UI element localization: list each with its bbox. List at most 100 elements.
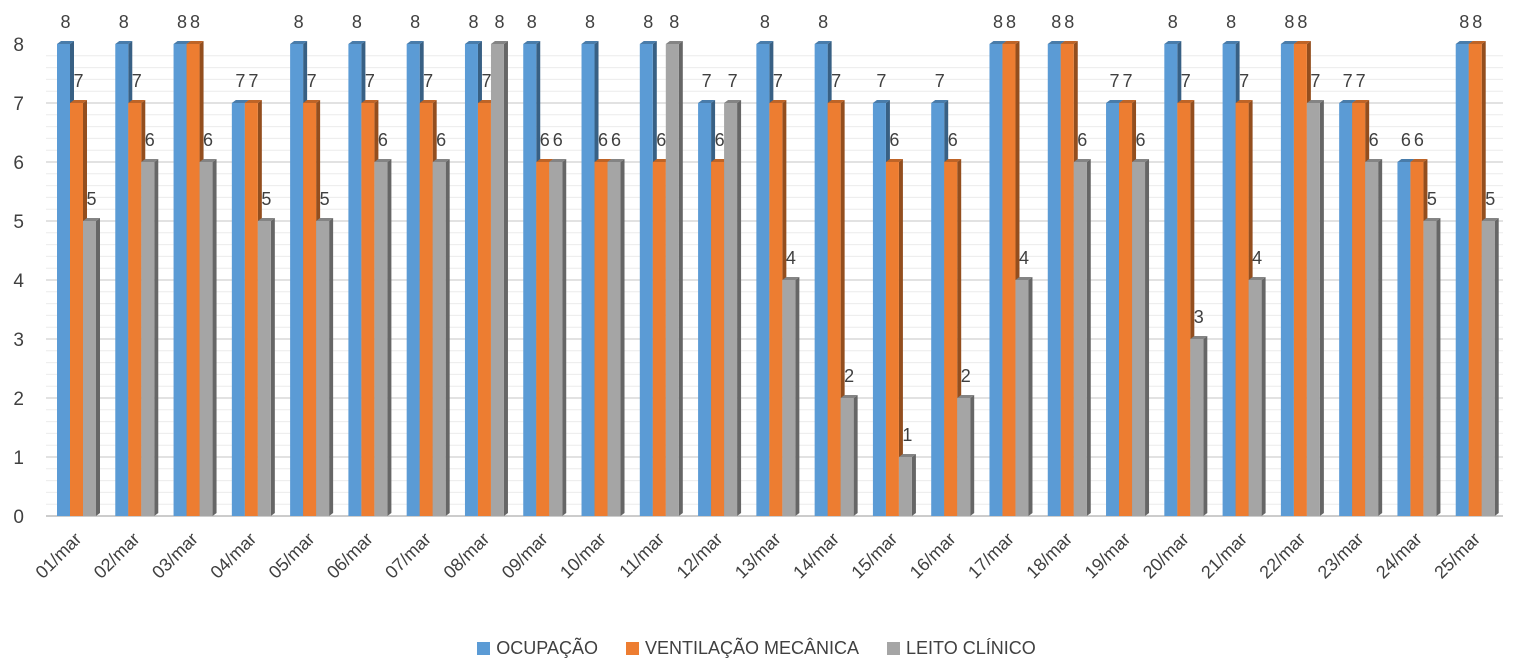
bar-side bbox=[1494, 218, 1499, 516]
data-label: 6 bbox=[203, 130, 213, 150]
data-label: 6 bbox=[1414, 130, 1424, 150]
bar-ventilacao bbox=[303, 103, 317, 516]
bar-ventilacao bbox=[944, 162, 958, 516]
bar-leito bbox=[898, 457, 912, 516]
bar-ventilacao bbox=[1002, 44, 1016, 516]
bar-ocupacao bbox=[1455, 44, 1469, 516]
y-tick-label: 4 bbox=[13, 271, 24, 292]
data-label: 8 bbox=[1064, 12, 1074, 32]
bar-top bbox=[814, 41, 832, 44]
bar-top bbox=[244, 100, 262, 103]
bar-top bbox=[1177, 100, 1195, 103]
bar-ventilacao bbox=[1293, 44, 1307, 516]
data-label: 5 bbox=[261, 189, 271, 209]
bar-leito bbox=[1073, 162, 1087, 516]
bar-ocupacao bbox=[1280, 44, 1294, 516]
bar-ventilacao bbox=[70, 103, 83, 516]
data-label: 7 bbox=[132, 71, 142, 91]
data-label: 6 bbox=[145, 130, 155, 150]
bar-ocupacao bbox=[1222, 44, 1236, 516]
data-label: 5 bbox=[320, 189, 330, 209]
data-label: 6 bbox=[889, 130, 899, 150]
bar-ocupacao bbox=[756, 44, 770, 516]
bar-top bbox=[1132, 159, 1150, 162]
bar-ventilacao bbox=[1410, 162, 1424, 516]
bar-top bbox=[464, 41, 482, 44]
bar-leito bbox=[490, 44, 504, 516]
bar-side bbox=[853, 395, 858, 516]
bar-top bbox=[957, 395, 975, 398]
data-label: 7 bbox=[481, 71, 491, 91]
y-tick-label: 5 bbox=[13, 212, 24, 233]
bar-side bbox=[96, 218, 100, 516]
x-tick-label: 20/mar bbox=[1139, 529, 1193, 583]
bar-side bbox=[562, 159, 567, 516]
bar-leito bbox=[782, 280, 796, 516]
bar-top bbox=[898, 454, 916, 457]
data-label: 8 bbox=[1168, 12, 1178, 32]
bar-top bbox=[490, 41, 508, 44]
x-tick-label: 21/mar bbox=[1197, 529, 1251, 583]
bar-top bbox=[316, 218, 334, 221]
data-label: 6 bbox=[540, 130, 550, 150]
data-label: 8 bbox=[190, 12, 200, 32]
x-tick-label: 07/mar bbox=[381, 529, 435, 583]
bar-side bbox=[1203, 336, 1208, 516]
data-label: 7 bbox=[1356, 71, 1366, 91]
bar-ventilacao bbox=[536, 162, 550, 516]
x-tick-label: 06/mar bbox=[323, 529, 377, 583]
bar-ocupacao bbox=[523, 44, 537, 516]
data-label: 4 bbox=[1252, 248, 1262, 268]
x-tick-label: 16/mar bbox=[906, 529, 960, 583]
data-label: 2 bbox=[961, 366, 971, 386]
legend-swatch-ocupacao bbox=[477, 642, 491, 655]
bar-ventilacao bbox=[1352, 103, 1366, 516]
bar-side bbox=[1086, 159, 1091, 516]
x-tick-label: 12/mar bbox=[673, 529, 727, 583]
bar-ventilacao bbox=[594, 162, 608, 516]
x-tick-label: 01/mar bbox=[32, 529, 86, 583]
data-label: 6 bbox=[715, 130, 725, 150]
bar-top bbox=[57, 41, 74, 44]
bar-ventilacao bbox=[1119, 103, 1133, 516]
bar-side bbox=[1378, 159, 1383, 516]
bar-side bbox=[678, 41, 683, 516]
data-label: 7 bbox=[1110, 71, 1120, 91]
data-label: 8 bbox=[1284, 12, 1294, 32]
bar-top bbox=[1423, 218, 1441, 221]
bar-leito bbox=[840, 398, 854, 516]
bar-top bbox=[639, 41, 657, 44]
x-tick-label: 13/mar bbox=[731, 529, 785, 583]
bar-ventilacao bbox=[186, 44, 200, 516]
x-tick-label: 09/mar bbox=[498, 529, 552, 583]
bar-leito bbox=[607, 162, 621, 516]
x-tick-label: 19/mar bbox=[1081, 529, 1135, 583]
bar-top bbox=[989, 41, 1007, 44]
bar-ventilacao bbox=[477, 103, 491, 516]
y-tick-label: 3 bbox=[13, 330, 24, 351]
bar-ocupacao bbox=[814, 44, 828, 516]
data-label: 7 bbox=[831, 71, 841, 91]
bar-ocupacao bbox=[1106, 103, 1120, 516]
bar-leito bbox=[374, 162, 388, 516]
data-label: 7 bbox=[773, 71, 783, 91]
bar-top bbox=[523, 41, 541, 44]
bar-top bbox=[1410, 159, 1428, 162]
bar-ocupacao bbox=[698, 103, 712, 516]
data-label: 7 bbox=[235, 71, 245, 91]
data-label: 6 bbox=[1136, 130, 1146, 150]
x-tick-label: 25/mar bbox=[1430, 529, 1484, 583]
bar-top bbox=[769, 100, 787, 103]
data-label: 8 bbox=[60, 12, 70, 32]
data-label: 8 bbox=[1226, 12, 1236, 32]
bar-top bbox=[1060, 41, 1078, 44]
bar-ventilacao bbox=[1060, 44, 1074, 516]
bar-side bbox=[795, 277, 800, 516]
x-tick-label: 23/mar bbox=[1314, 529, 1368, 583]
bar-top bbox=[594, 159, 612, 162]
x-tick-label: 15/mar bbox=[847, 529, 901, 583]
legend-item-ocupacao: OCUPAÇÃO bbox=[477, 638, 598, 659]
bar-side bbox=[1145, 159, 1150, 516]
